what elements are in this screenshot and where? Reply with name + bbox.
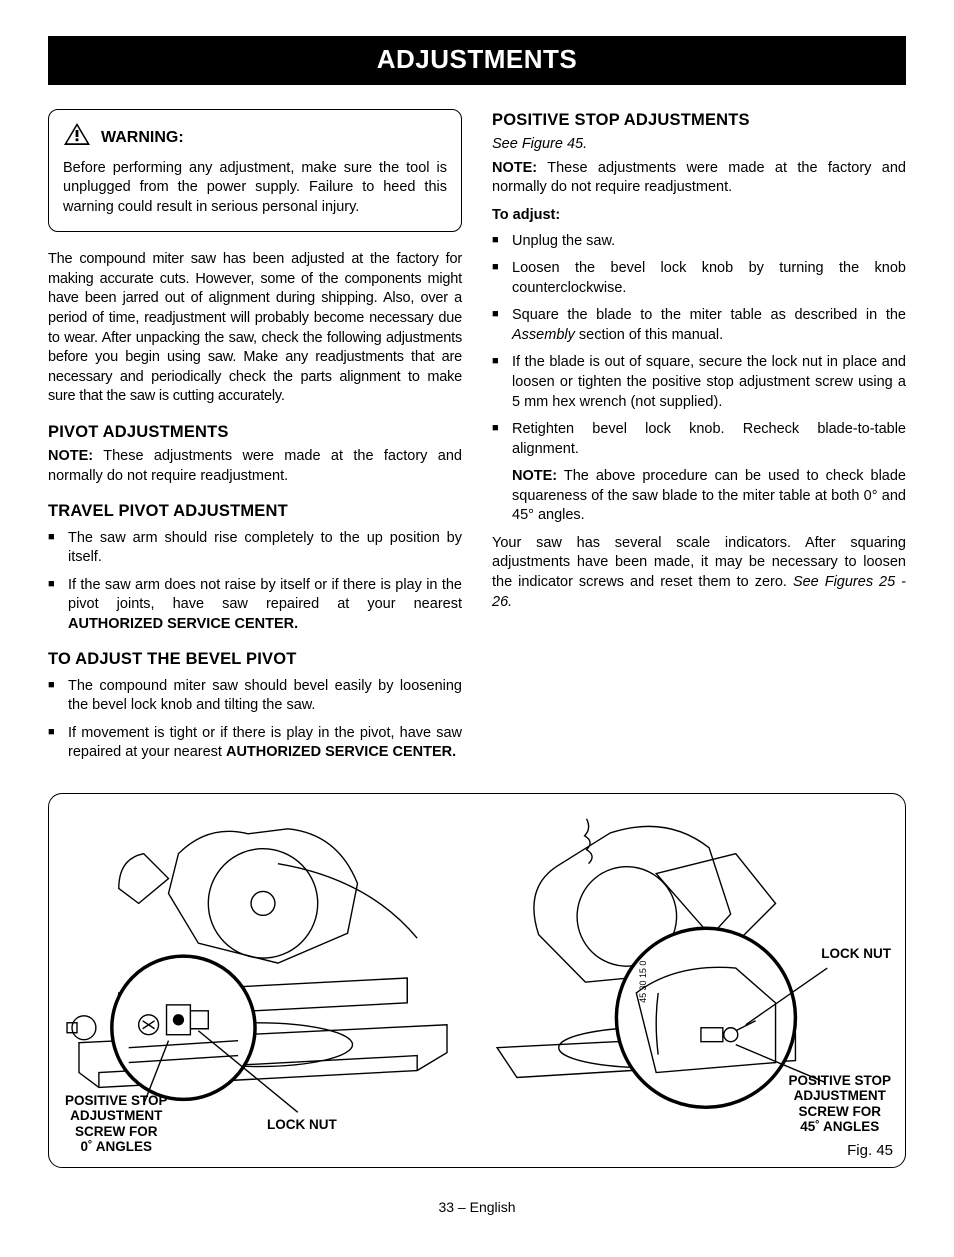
- warning-box: WARNING: Before performing any adjustmen…: [48, 109, 462, 232]
- list-item: Square the blade to the miter table as d…: [492, 306, 906, 345]
- warning-text: Before performing any adjustment, make s…: [63, 159, 447, 218]
- warning-heading: WARNING:: [63, 122, 447, 153]
- list-item: Loosen the bevel lock knob by turning th…: [492, 259, 906, 298]
- callout-line: 45˚ ANGLES: [800, 1119, 879, 1134]
- list-item: If the saw arm does not raise by itself …: [48, 576, 462, 635]
- see-figure: See Figure 45.: [492, 135, 906, 155]
- pivot-heading: PIVOT ADJUSTMENTS: [48, 421, 462, 443]
- bevel-list: The compound miter saw should bevel easi…: [48, 677, 462, 763]
- positive-after: Your saw has several scale indicators. A…: [492, 534, 906, 612]
- list-item: Unplug the saw.: [492, 232, 906, 252]
- callout-line: POSITIVE STOP: [788, 1073, 891, 1088]
- callout-line: ADJUSTMENT: [794, 1088, 886, 1103]
- list-text: section of this manual.: [575, 327, 723, 343]
- service-center: AUTHORIZED SERVICE CENTER.: [68, 616, 298, 632]
- pivot-note: NOTE: These adjustments were made at the…: [48, 447, 462, 486]
- list-item: Retighten bevel lock knob. Recheck blade…: [492, 420, 906, 526]
- sub-note: NOTE: The above procedure can be used to…: [512, 467, 906, 526]
- content-columns: WARNING: Before performing any adjustmen…: [48, 109, 906, 771]
- note-text: These adjustments were made at the facto…: [48, 448, 462, 484]
- note-text: The above procedure can be used to check…: [512, 468, 906, 523]
- left-column: WARNING: Before performing any adjustmen…: [48, 109, 462, 771]
- list-item: If the blade is out of square, secure th…: [492, 353, 906, 412]
- figure-caption: Fig. 45: [847, 1141, 893, 1161]
- page-title-bar: ADJUSTMENTS: [48, 36, 906, 85]
- list-item: The compound miter saw should bevel easi…: [48, 677, 462, 716]
- assembly-ref: Assembly: [512, 327, 575, 343]
- callout-line: 0˚ ANGLES: [81, 1139, 153, 1154]
- callout-positive-stop-0: POSITIVE STOP ADJUSTMENT SCREW FOR 0˚ AN…: [65, 1093, 168, 1155]
- callout-line: ADJUSTMENT: [70, 1108, 162, 1123]
- warning-label: WARNING:: [101, 127, 184, 149]
- list-item: The saw arm should rise completely to th…: [48, 529, 462, 568]
- list-item: If movement is tight or if there is play…: [48, 724, 462, 763]
- note-lead: NOTE:: [512, 468, 557, 484]
- to-adjust-label: To adjust:: [492, 206, 906, 226]
- page-number: 33 – English: [48, 1198, 906, 1217]
- warning-triangle-icon: [63, 122, 91, 153]
- callout-line: POSITIVE STOP: [65, 1093, 168, 1108]
- callout-lock-nut-left: LOCK NUT: [267, 1117, 337, 1133]
- positive-heading: POSITIVE STOP ADJUSTMENTS: [492, 109, 906, 131]
- right-column: POSITIVE STOP ADJUSTMENTS See Figure 45.…: [492, 109, 906, 771]
- figure-45: POSITIVE STOP ADJUSTMENT SCREW FOR 0˚ AN…: [48, 793, 906, 1168]
- figure-right-panel: 45 30 15 0 LOCK NUT POSITIVE STOP ADJUST…: [477, 794, 905, 1167]
- list-text: Retighten bevel lock knob. Recheck blade…: [512, 421, 906, 457]
- travel-heading: TRAVEL PIVOT ADJUSTMENT: [48, 500, 462, 522]
- travel-list: The saw arm should rise completely to th…: [48, 529, 462, 635]
- positive-list: Unplug the saw. Loosen the bevel lock kn…: [492, 232, 906, 526]
- callout-line: SCREW FOR: [798, 1104, 881, 1119]
- figure-left-panel: POSITIVE STOP ADJUSTMENT SCREW FOR 0˚ AN…: [49, 794, 477, 1167]
- positive-note: NOTE: These adjustments were made at the…: [492, 159, 906, 198]
- intro-paragraph: The compound miter saw has been adjusted…: [48, 250, 462, 407]
- callout-lock-nut-right: LOCK NUT: [821, 946, 891, 962]
- list-text: Square the blade to the miter table as d…: [512, 307, 906, 323]
- service-center: AUTHORIZED SERVICE CENTER.: [226, 744, 456, 760]
- callout-line: SCREW FOR: [75, 1124, 158, 1139]
- list-text: If the saw arm does not raise by itself …: [68, 577, 462, 613]
- svg-text:45 30 15 0: 45 30 15 0: [638, 960, 648, 1002]
- bevel-heading: TO ADJUST THE BEVEL PIVOT: [48, 648, 462, 670]
- note-text: These adjustments were made at the facto…: [492, 160, 906, 196]
- note-lead: NOTE:: [48, 448, 93, 464]
- callout-positive-stop-45: POSITIVE STOP ADJUSTMENT SCREW FOR 45˚ A…: [788, 1073, 891, 1135]
- note-lead: NOTE:: [492, 160, 537, 176]
